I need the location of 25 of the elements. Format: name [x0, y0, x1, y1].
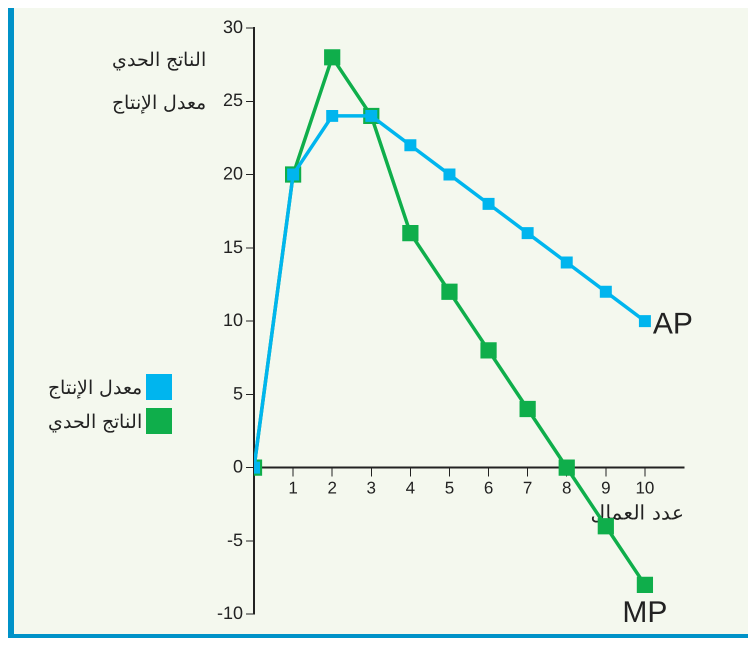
y-tick-label: -5: [227, 530, 244, 550]
x-tick-label: 6: [484, 478, 494, 498]
x-tick-label: 7: [522, 478, 532, 498]
x-tick-label: 3: [366, 478, 376, 498]
x-tick-label: 9: [601, 478, 611, 498]
x-tick-label: 2: [327, 478, 337, 498]
legend-label: الناتج الحدي: [48, 410, 142, 432]
y-tick-label: 0: [233, 456, 244, 477]
x-tick-label: 10: [635, 478, 654, 498]
legend-label: معدل الإنتاج: [48, 376, 142, 398]
y-tick-label: -10: [217, 603, 244, 624]
y-tick-label: 30: [222, 16, 244, 37]
x-tick-label: 5: [444, 478, 454, 498]
annotation: AP: [652, 307, 693, 340]
y-tick-label: 15: [222, 236, 244, 257]
x-tick-label: 1: [288, 478, 298, 498]
text: الناتج الحدي: [112, 48, 206, 71]
x-tick-label: 8: [562, 478, 572, 498]
y-tick-label: 25: [222, 90, 244, 110]
annotation: MP: [622, 596, 668, 630]
y-tick-label: 5: [233, 383, 244, 404]
y-tick-label: 10: [222, 310, 244, 330]
y-tick-label: 20: [222, 164, 244, 184]
x-tick-label: 4: [406, 478, 416, 498]
text: معدل الإنتاج: [112, 91, 206, 114]
